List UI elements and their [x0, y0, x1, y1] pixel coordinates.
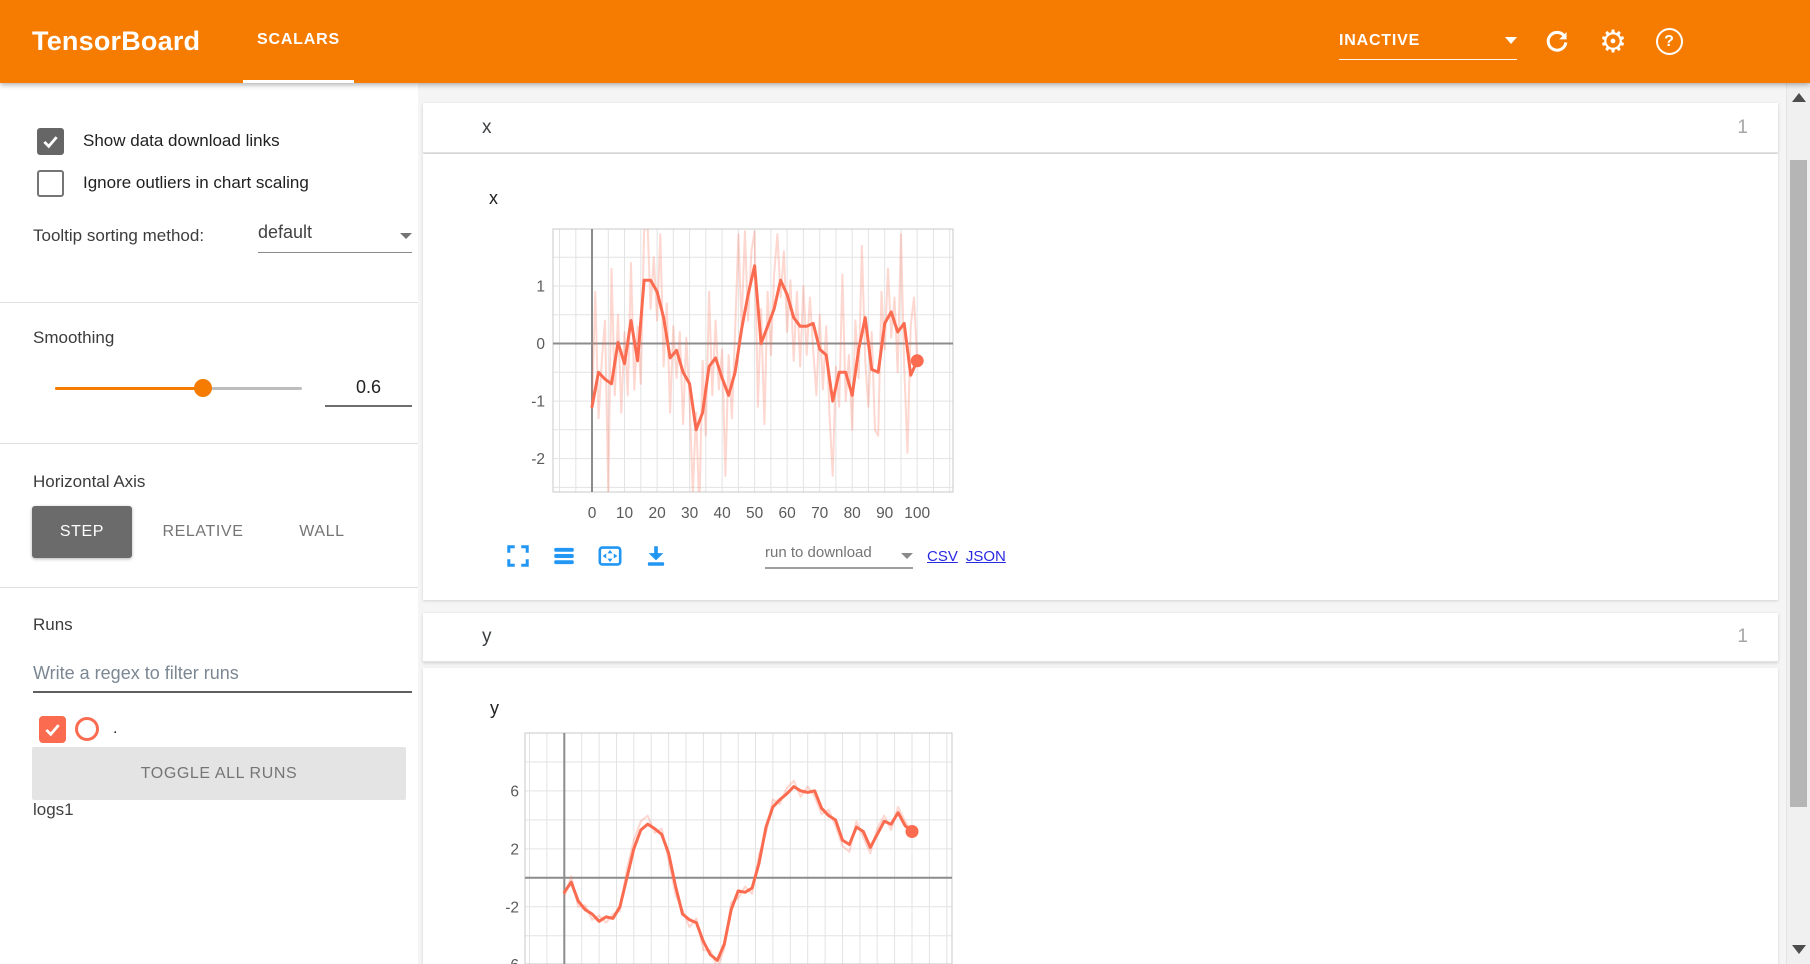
sidebar: Show data download links Ignore outliers…	[0, 83, 418, 964]
csv-download-link[interactable]: CSV	[927, 547, 958, 565]
svg-text:20: 20	[648, 505, 666, 522]
check-icon	[45, 723, 60, 736]
divider	[0, 587, 418, 588]
group-header-y[interactable]: y 1	[423, 613, 1778, 662]
divider	[0, 443, 418, 444]
group-header-x[interactable]: x 1	[423, 103, 1778, 153]
download-button[interactable]	[643, 543, 669, 569]
toggle-all-runs-button[interactable]: TOGGLE ALL RUNS	[32, 747, 406, 800]
run-color-swatch[interactable]	[75, 717, 99, 741]
header-actions: INACTIVE ⚙ ?	[1339, 0, 1685, 83]
svg-text:-6: -6	[505, 957, 519, 964]
slider-fill	[55, 387, 204, 390]
svg-text:80: 80	[844, 505, 862, 522]
runs-filter-input[interactable]	[33, 661, 412, 693]
app-title: TensorBoard	[32, 26, 201, 56]
axis-option-wall[interactable]: WALL	[299, 523, 345, 540]
app-header: TensorBoard SCALARS INACTIVE ⚙ ?	[0, 0, 1810, 83]
caret-down-icon	[400, 233, 412, 239]
tab-scalars[interactable]: SCALARS	[243, 0, 354, 83]
runs-label: Runs	[33, 615, 73, 634]
run-name: .	[113, 720, 118, 737]
help-button[interactable]: ?	[1653, 26, 1685, 58]
logdir-label: logs1	[33, 800, 74, 819]
show-download-links-row: Show data download links	[37, 127, 280, 155]
svg-text:-2: -2	[531, 451, 545, 468]
vertical-scrollbar[interactable]	[1786, 83, 1810, 964]
ignore-outliers-checkbox[interactable]	[37, 169, 64, 197]
smoothing-label: Smoothing	[33, 328, 115, 347]
ignore-outliers-row: Ignore outliers in chart scaling	[37, 169, 309, 197]
log-scale-button[interactable]	[551, 543, 577, 569]
fit-domain-icon	[598, 546, 622, 566]
svg-text:40: 40	[713, 505, 731, 522]
ignore-outliers-label: Ignore outliers in chart scaling	[83, 173, 309, 192]
smoothing-value-underline	[325, 405, 412, 407]
group-title: x	[482, 116, 492, 138]
svg-text:60: 60	[778, 505, 796, 522]
svg-text:1: 1	[536, 279, 545, 296]
svg-text:50: 50	[746, 505, 764, 522]
run-item: .	[39, 715, 117, 743]
axis-option-step[interactable]: STEP	[32, 506, 132, 558]
settings-button[interactable]: ⚙	[1597, 26, 1629, 58]
status-dropdown-value: INACTIVE	[1339, 31, 1421, 49]
json-download-link[interactable]: JSON	[965, 547, 1006, 565]
smoothing-value[interactable]: 0.6	[355, 377, 382, 397]
axis-option-relative[interactable]: RELATIVE	[162, 523, 244, 540]
card-x: x 0 10 20 30 40 50 60 70 80 90 100 1 0 -1 -2	[423, 154, 1778, 600]
tooltip-sorting-dropdown[interactable]: default	[258, 222, 412, 253]
runs-filter-wrap	[33, 661, 412, 693]
download-icon	[647, 546, 665, 566]
help-icon: ?	[1655, 28, 1683, 55]
log-scale-icon	[554, 547, 574, 565]
tab-scalars-label: SCALARS	[257, 31, 340, 48]
scrollbar-thumb[interactable]	[1790, 160, 1807, 807]
refresh-button[interactable]	[1541, 26, 1573, 58]
chart-toolbar: run to download CSV JSON	[505, 540, 1006, 572]
show-download-links-checkbox[interactable]	[37, 127, 64, 155]
expand-chart-button[interactable]	[505, 543, 531, 569]
svg-text:100: 100	[904, 505, 930, 522]
svg-text:-1: -1	[531, 394, 545, 411]
svg-text:30: 30	[681, 505, 699, 522]
refresh-icon	[1546, 30, 1568, 52]
card-y: y 6 2 -2 -6	[423, 668, 1778, 964]
horizontal-axis-label: Horizontal Axis	[33, 472, 146, 491]
expand-icon	[507, 545, 529, 567]
svg-text:6: 6	[510, 783, 519, 800]
group-title: y	[482, 626, 492, 647]
caret-down-icon	[901, 552, 913, 559]
svg-text:10: 10	[616, 505, 634, 522]
svg-text:-2: -2	[505, 899, 519, 916]
run-to-download-value: run to download	[765, 543, 872, 561]
tooltip-sorting-value: default	[258, 222, 313, 242]
slider-thumb[interactable]	[194, 379, 213, 397]
show-download-links-label: Show data download links	[83, 131, 280, 150]
status-dropdown[interactable]: INACTIVE	[1339, 32, 1517, 60]
run-checkbox[interactable]	[39, 715, 66, 743]
svg-text:90: 90	[876, 505, 894, 522]
tooltip-sorting-label: Tooltip sorting method:	[33, 226, 205, 245]
fit-domain-button[interactable]	[597, 543, 623, 569]
scroll-down-icon[interactable]	[1792, 945, 1806, 954]
svg-text:0: 0	[536, 336, 545, 353]
group-count-badge: 1	[1737, 116, 1748, 138]
scalar-chart-y[interactable]: 6 2 -2 -6	[492, 725, 972, 964]
gear-icon: ⚙	[1599, 24, 1627, 59]
svg-text:2: 2	[510, 841, 519, 858]
divider	[0, 302, 418, 303]
smoothing-slider[interactable]	[55, 379, 302, 397]
group-count-badge: 1	[1737, 626, 1748, 647]
chart-title-x: x	[489, 188, 498, 208]
chart-title-y: y	[490, 698, 499, 718]
check-icon	[43, 135, 58, 148]
scroll-up-icon[interactable]	[1792, 93, 1806, 102]
svg-text:70: 70	[811, 505, 829, 522]
caret-down-icon	[1505, 37, 1517, 44]
svg-text:0: 0	[588, 505, 597, 522]
run-to-download-dropdown[interactable]: run to download	[765, 544, 913, 569]
